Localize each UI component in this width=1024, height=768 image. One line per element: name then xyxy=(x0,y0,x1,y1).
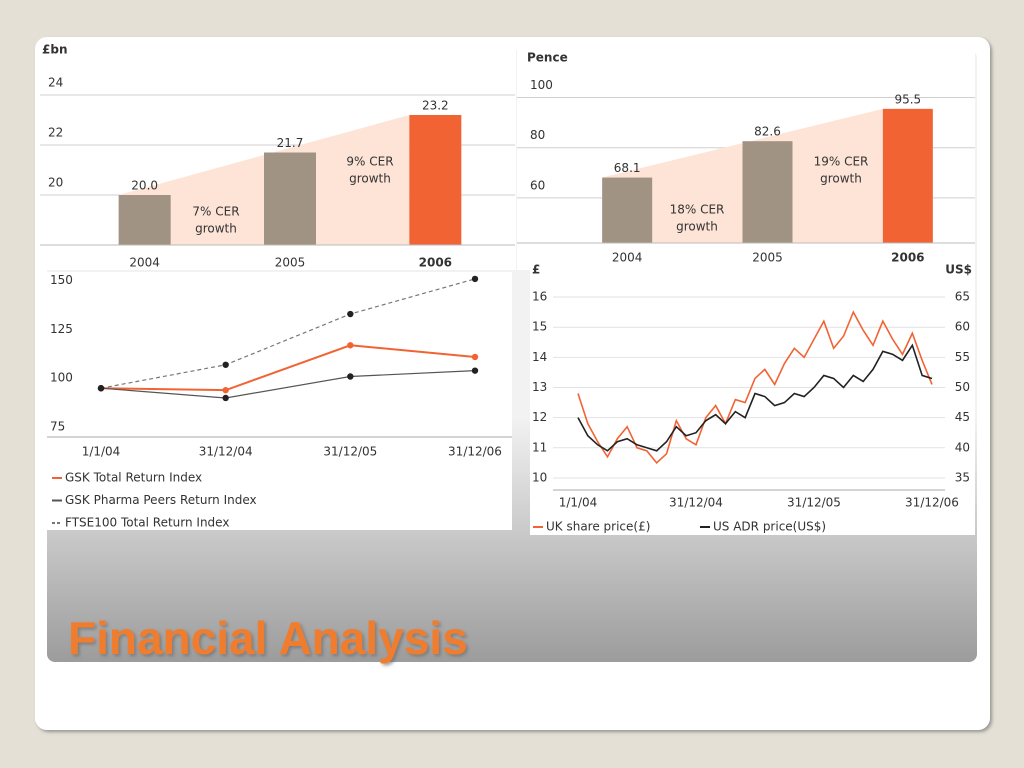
value-label: 23.2 xyxy=(422,99,449,113)
series-line xyxy=(577,310,933,465)
y-tick-label: 11 xyxy=(532,440,547,454)
annotation: growth xyxy=(195,222,237,236)
point xyxy=(347,373,354,380)
y-tick-label: 125 xyxy=(50,322,73,336)
point xyxy=(222,386,229,394)
value-label: 82.6 xyxy=(754,125,781,139)
annotation: growth xyxy=(349,172,391,186)
point xyxy=(347,342,354,349)
bar xyxy=(264,152,316,245)
x-tick-label: 31/12/05 xyxy=(323,445,377,459)
y2-tick-label: 45 xyxy=(955,410,970,424)
point xyxy=(222,394,229,402)
y-tick-label: 100 xyxy=(50,371,73,385)
legend-label: FTSE100 Total Return Index xyxy=(65,516,229,530)
y2-tick-label: 65 xyxy=(955,290,970,304)
y-tick-label: 13 xyxy=(532,380,547,394)
y-tick-label: 20 xyxy=(48,176,63,190)
y-tick-label: 60 xyxy=(530,178,545,192)
y2-tick-label: 55 xyxy=(955,350,970,364)
series-line xyxy=(100,370,476,399)
x-tick-label: 2006 xyxy=(891,251,924,265)
x-tick-label: 31/12/06 xyxy=(905,496,959,510)
bar xyxy=(409,115,462,245)
legend-label: GSK Pharma Peers Return Index xyxy=(65,493,257,507)
y-tick-label: 22 xyxy=(48,126,63,140)
annotation: growth xyxy=(676,220,718,234)
bar xyxy=(882,108,933,243)
value-label: 21.7 xyxy=(277,136,304,150)
legend-label: US ADR price(US$) xyxy=(713,520,826,534)
annotation: 7% CER xyxy=(192,205,239,219)
y-tick-label: 12 xyxy=(532,410,547,424)
point xyxy=(97,385,105,392)
y-tick-label: 10 xyxy=(532,470,547,484)
x-tick-label: 2005 xyxy=(752,251,783,265)
annotation: 9% CER xyxy=(346,155,393,169)
y2-tick-label: 50 xyxy=(955,380,970,394)
y-tick-label: 24 xyxy=(48,76,63,90)
y2-axis-label: US$ xyxy=(945,263,972,277)
value-label: 95.5 xyxy=(894,92,921,106)
point xyxy=(222,361,229,368)
x-tick-label: 1/1/04 xyxy=(559,496,598,510)
x-tick-label: 31/12/06 xyxy=(448,445,502,459)
x-tick-label: 2006 xyxy=(419,256,452,270)
value-label: 20.0 xyxy=(131,179,158,193)
bar xyxy=(602,177,653,243)
x-tick-label: 2004 xyxy=(612,251,643,265)
value-label: 68.1 xyxy=(614,161,641,175)
y-tick-label: 100 xyxy=(530,78,553,92)
annotation: 19% CER xyxy=(814,155,869,169)
x-tick-label: 31/12/05 xyxy=(787,496,841,510)
y-tick-label: 16 xyxy=(532,290,547,304)
chart-bg xyxy=(47,272,512,530)
point xyxy=(347,310,354,318)
annotation: 18% CER xyxy=(670,203,725,217)
slide-title: Financial Analysis xyxy=(68,612,468,664)
point xyxy=(471,275,479,283)
y2-tick-label: 35 xyxy=(955,470,970,484)
annotation: growth xyxy=(820,172,862,186)
y-tick-label: 14 xyxy=(532,350,547,364)
y2-tick-label: 40 xyxy=(955,440,970,454)
y-tick-label: 80 xyxy=(530,128,545,142)
x-tick-label: 2004 xyxy=(129,256,160,270)
y-tick-label: 75 xyxy=(50,420,65,434)
y-axis-label: £ xyxy=(532,263,540,277)
point xyxy=(471,353,479,361)
bar xyxy=(742,141,793,243)
x-tick-label: 31/12/04 xyxy=(199,445,253,459)
point xyxy=(471,367,479,374)
bar xyxy=(118,195,171,245)
y-axis-label: Pence xyxy=(527,51,568,65)
y-tick-label: 15 xyxy=(532,320,547,334)
x-tick-label: 1/1/04 xyxy=(82,445,121,459)
y2-tick-label: 60 xyxy=(955,320,970,334)
legend-label: UK share price(£) xyxy=(546,520,650,534)
series-line xyxy=(577,343,933,452)
y-tick-label: 150 xyxy=(50,273,73,287)
series-line xyxy=(100,278,476,389)
y-axis-label: £bn xyxy=(42,43,67,57)
series-line xyxy=(100,344,476,392)
x-tick-label: 31/12/04 xyxy=(669,496,723,510)
x-tick-label: 2005 xyxy=(275,256,306,270)
legend-label: GSK Total Return Index xyxy=(65,471,202,485)
